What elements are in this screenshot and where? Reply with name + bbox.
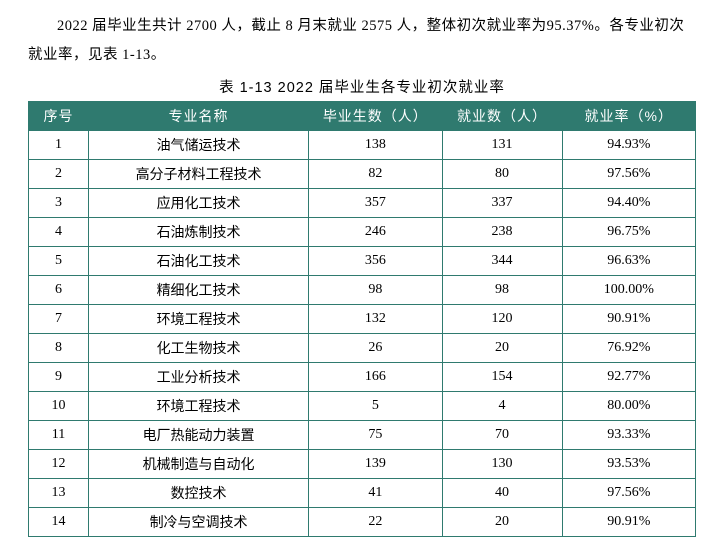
table-cell: 11 [29, 421, 89, 450]
table-cell: 20 [442, 334, 562, 363]
table-cell: 电厂热能动力装置 [89, 421, 309, 450]
table-cell: 80.00% [562, 392, 695, 421]
col-header-employed: 就业数（人） [442, 102, 562, 131]
table-row: 3应用化工技术35733794.40% [29, 189, 696, 218]
table-cell: 2 [29, 160, 89, 189]
table-cell: 7 [29, 305, 89, 334]
table-cell: 93.53% [562, 450, 695, 479]
table-cell: 14 [29, 508, 89, 537]
table-cell: 131 [442, 131, 562, 160]
table-cell: 166 [309, 363, 442, 392]
table-cell: 98 [442, 276, 562, 305]
table-row: 8化工生物技术262076.92% [29, 334, 696, 363]
table-row: 11电厂热能动力装置757093.33% [29, 421, 696, 450]
table-row: 6精细化工技术9898100.00% [29, 276, 696, 305]
table-cell: 76.92% [562, 334, 695, 363]
table-cell: 41 [309, 479, 442, 508]
table-cell: 344 [442, 247, 562, 276]
table-cell: 6 [29, 276, 89, 305]
table-cell: 356 [309, 247, 442, 276]
table-cell: 22 [309, 508, 442, 537]
table-caption: 表 1-13 2022 届毕业生各专业初次就业率 [28, 76, 696, 97]
table-cell: 5 [29, 247, 89, 276]
table-cell: 石油化工技术 [89, 247, 309, 276]
table-cell: 应用化工技术 [89, 189, 309, 218]
table-cell: 40 [442, 479, 562, 508]
table-cell: 94.40% [562, 189, 695, 218]
col-header-major: 专业名称 [89, 102, 309, 131]
col-header-graduates: 毕业生数（人） [309, 102, 442, 131]
employment-rate-table: 序号 专业名称 毕业生数（人） 就业数（人） 就业率（%） 1油气储运技术138… [28, 101, 696, 537]
table-cell: 油气储运技术 [89, 131, 309, 160]
table-cell: 97.56% [562, 479, 695, 508]
table-row: 7环境工程技术13212090.91% [29, 305, 696, 334]
table-cell: 90.91% [562, 305, 695, 334]
table-cell: 8 [29, 334, 89, 363]
table-cell: 化工生物技术 [89, 334, 309, 363]
table-cell: 12 [29, 450, 89, 479]
table-row: 5石油化工技术35634496.63% [29, 247, 696, 276]
intro-paragraph: 2022 届毕业生共计 2700 人，截止 8 月末就业 2575 人，整体初次… [28, 12, 696, 70]
table-cell: 环境工程技术 [89, 392, 309, 421]
table-cell: 337 [442, 189, 562, 218]
table-cell: 246 [309, 218, 442, 247]
table-cell: 4 [29, 218, 89, 247]
table-cell: 制冷与空调技术 [89, 508, 309, 537]
table-cell: 5 [309, 392, 442, 421]
col-header-rate: 就业率（%） [562, 102, 695, 131]
table-cell: 100.00% [562, 276, 695, 305]
table-row: 14制冷与空调技术222090.91% [29, 508, 696, 537]
table-cell: 4 [442, 392, 562, 421]
table-row: 2高分子材料工程技术828097.56% [29, 160, 696, 189]
table-cell: 10 [29, 392, 89, 421]
table-cell: 92.77% [562, 363, 695, 392]
table-cell: 75 [309, 421, 442, 450]
table-cell: 石油炼制技术 [89, 218, 309, 247]
table-cell: 98 [309, 276, 442, 305]
table-body: 1油气储运技术13813194.93%2高分子材料工程技术828097.56%3… [29, 131, 696, 537]
table-cell: 高分子材料工程技术 [89, 160, 309, 189]
table-cell: 238 [442, 218, 562, 247]
col-header-index: 序号 [29, 102, 89, 131]
table-cell: 357 [309, 189, 442, 218]
table-cell: 130 [442, 450, 562, 479]
table-row: 10环境工程技术5480.00% [29, 392, 696, 421]
table-row: 9工业分析技术16615492.77% [29, 363, 696, 392]
table-cell: 26 [309, 334, 442, 363]
table-cell: 9 [29, 363, 89, 392]
table-cell: 82 [309, 160, 442, 189]
table-cell: 工业分析技术 [89, 363, 309, 392]
table-cell: 93.33% [562, 421, 695, 450]
table-cell: 环境工程技术 [89, 305, 309, 334]
table-cell: 3 [29, 189, 89, 218]
table-cell: 120 [442, 305, 562, 334]
table-cell: 数控技术 [89, 479, 309, 508]
table-row: 13数控技术414097.56% [29, 479, 696, 508]
table-cell: 精细化工技术 [89, 276, 309, 305]
table-cell: 96.75% [562, 218, 695, 247]
table-row: 1油气储运技术13813194.93% [29, 131, 696, 160]
table-cell: 20 [442, 508, 562, 537]
table-row: 12机械制造与自动化13913093.53% [29, 450, 696, 479]
table-cell: 132 [309, 305, 442, 334]
table-cell: 139 [309, 450, 442, 479]
table-cell: 94.93% [562, 131, 695, 160]
table-header-row: 序号 专业名称 毕业生数（人） 就业数（人） 就业率（%） [29, 102, 696, 131]
table-cell: 80 [442, 160, 562, 189]
table-cell: 70 [442, 421, 562, 450]
table-cell: 138 [309, 131, 442, 160]
table-row: 4石油炼制技术24623896.75% [29, 218, 696, 247]
table-cell: 机械制造与自动化 [89, 450, 309, 479]
table-cell: 13 [29, 479, 89, 508]
table-cell: 96.63% [562, 247, 695, 276]
table-cell: 1 [29, 131, 89, 160]
table-cell: 154 [442, 363, 562, 392]
table-cell: 97.56% [562, 160, 695, 189]
table-cell: 90.91% [562, 508, 695, 537]
